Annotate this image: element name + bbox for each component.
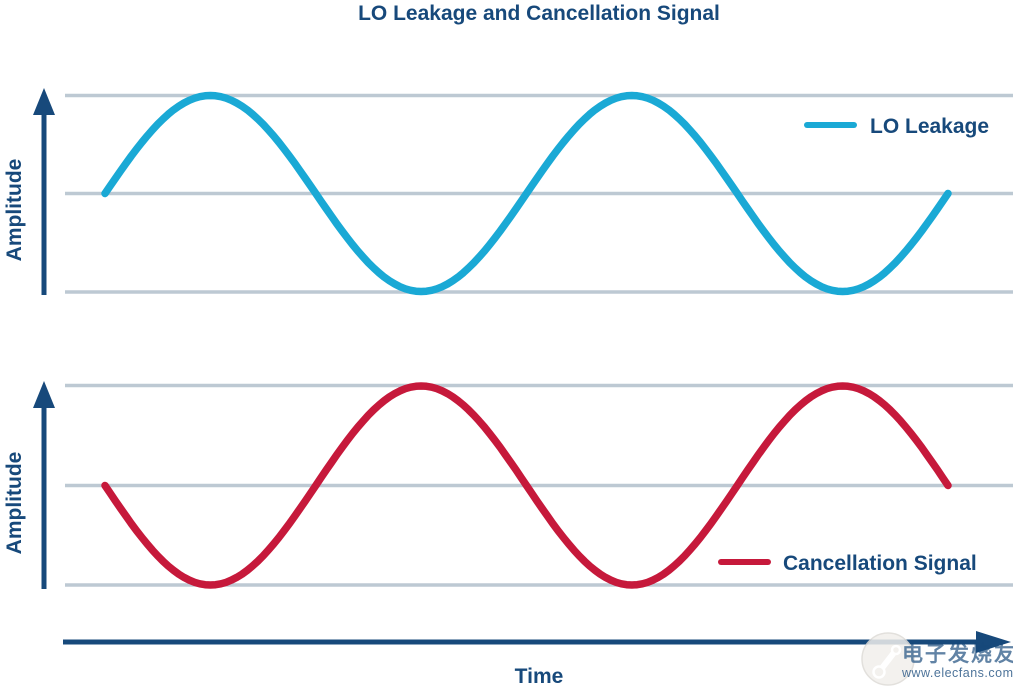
watermark-text: 电子发烧友 bbox=[902, 642, 1013, 666]
chart-title: LO Leakage and Cancellation Signal bbox=[358, 2, 720, 25]
legend-label-cancellation-signal: Cancellation Signal bbox=[783, 552, 977, 575]
time-axis: Time bbox=[63, 631, 1011, 686]
lo-leakage-curve bbox=[101, 91, 952, 296]
elecfans-logo-icon bbox=[861, 632, 915, 686]
arrow-up-icon bbox=[33, 88, 55, 115]
time-axis-label: Time bbox=[515, 665, 564, 686]
amplitude-axis-label: Amplitude bbox=[3, 452, 26, 555]
arrow-right-icon bbox=[976, 631, 1011, 653]
arrow-up-icon bbox=[33, 381, 55, 408]
legend-lo-leakage: LO Leakage bbox=[804, 115, 989, 138]
legend-label-lo-leakage: LO Leakage bbox=[870, 115, 989, 138]
watermark: 电子发烧友 www.elecfans.com bbox=[861, 632, 1013, 686]
panel-cancellation-signal: Amplitude Cancellation Signal bbox=[3, 381, 1013, 589]
watermark-url: www.elecfans.com bbox=[901, 666, 1013, 680]
cancellation-signal-curve bbox=[101, 382, 952, 589]
panel-lo-leakage: Amplitude LO Leakage bbox=[3, 88, 1013, 296]
amplitude-axis-label: Amplitude bbox=[3, 159, 26, 262]
legend-cancellation-signal: Cancellation Signal bbox=[718, 552, 977, 575]
